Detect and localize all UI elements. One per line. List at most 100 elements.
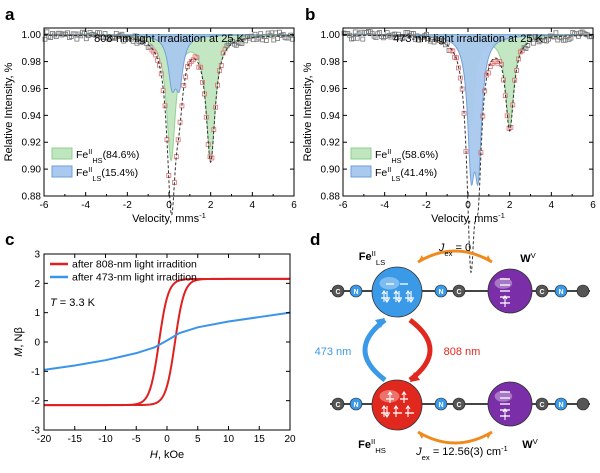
chain-atom [434, 397, 448, 411]
data-point [119, 31, 125, 37]
data-point [275, 36, 280, 41]
y-tick-label: 0.92 [22, 138, 42, 149]
chain-atom-label: C [539, 402, 544, 409]
x-axis-label-part: -1 [199, 211, 206, 220]
legend-label-ls: FeIILS(15.4%) [76, 165, 138, 183]
data-point [44, 29, 50, 35]
spin-up-arrow [502, 408, 508, 420]
data-points [341, 29, 594, 156]
w-top-label-part: V [531, 251, 537, 260]
spin-down-arrow [384, 406, 390, 418]
chain-atom-label: N [558, 402, 563, 409]
spin-up-arrow [381, 290, 387, 302]
jex-top-label: Jex = 0 [438, 242, 471, 258]
legend-label-ls-part: Fe [76, 167, 88, 179]
data-point [213, 104, 219, 110]
series-473-line [43, 311, 291, 371]
spin-up-arrow [387, 391, 393, 403]
y-tick-label: 0.98 [321, 57, 341, 68]
fe-hs-label-part: Fe [358, 439, 371, 451]
data-point [411, 30, 416, 36]
chain-atom [331, 397, 345, 411]
y-tick-label: 0 [34, 338, 40, 349]
legend-label-1: after 473-nm light irradition [72, 272, 197, 284]
arrow-808-head [410, 372, 420, 382]
x-tick-label: 2 [208, 200, 214, 211]
data-point [239, 41, 245, 46]
data-point [198, 64, 204, 70]
y-tick-label: 0.96 [321, 84, 341, 95]
y-axis-label-part: M [13, 347, 25, 357]
data-point [354, 35, 360, 41]
chain-atom [434, 284, 448, 298]
chain-atom [554, 284, 568, 298]
fe-ls-label-part: LS [376, 258, 385, 267]
data-point [194, 55, 200, 61]
fe-hs-label-part: II [371, 437, 375, 446]
fe-hs-label-part: HS [375, 446, 386, 455]
chain-atom [331, 284, 345, 298]
y-tick-label: 0.98 [22, 57, 42, 68]
fe-ls-sphere [371, 266, 423, 318]
data-point [531, 40, 536, 46]
y-tick-label: 1.00 [321, 30, 341, 41]
fe-ls-sphere-highlight [379, 277, 400, 290]
panel-b: b -6 -4 -2 0 2 4 6 0.88 0.90 0.92 0.94 0.96 0.98 1.00 4… [302, 5, 596, 274]
spin-up-arrow [405, 405, 411, 417]
chain-atom [452, 284, 466, 298]
arrow-808-label: 808 nm [444, 346, 481, 358]
chain-atom-label: C [539, 289, 544, 296]
legend-label-ls-part: Fe [375, 167, 387, 179]
legend-label-ls-part: II [88, 165, 92, 174]
arrow-473-head [375, 318, 385, 328]
x-tick-label: -6 [40, 200, 49, 211]
spin-up-arrow [381, 405, 387, 417]
legend-label-0: after 808-nm light irradition [72, 259, 197, 271]
legend-label-hs-part: II [387, 147, 391, 156]
exchange-arc-head-left [418, 255, 424, 262]
chain-atom [535, 397, 549, 411]
data-points [42, 29, 295, 185]
chain-atom-label: C [456, 289, 461, 296]
x-axis-label: Velocity, mms-1 [132, 211, 206, 226]
fe-hs-label: FeIIHS [358, 437, 386, 455]
data-point [553, 30, 559, 36]
series-808-descending [44, 277, 290, 407]
panel-label-a: a [5, 5, 15, 24]
subspectrum-area-ls [342, 34, 594, 187]
x-tick-label: 15 [254, 434, 266, 445]
x-tick-label: -2 [123, 200, 132, 211]
x-axis-label-part: -1 [498, 211, 505, 220]
x-tick-label: 20 [284, 434, 296, 445]
data-point [360, 36, 366, 42]
y-tick-label: 0.92 [321, 138, 341, 149]
total-fit-line [43, 34, 295, 217]
jex-top-label-part: ex [444, 249, 452, 258]
chart-title: 473-nm light irradiation at 25 K [393, 33, 543, 45]
y-tick-label: 0.94 [321, 111, 341, 122]
jex-top-label-part: J [438, 242, 445, 254]
exchange-arc-head-right [486, 255, 492, 262]
x-axis-label: Velocity, mms-1 [431, 211, 505, 226]
legend-label-ls-part: II [387, 165, 391, 174]
x-tick-label: -10 [98, 434, 113, 445]
panel-label-d: d [310, 230, 320, 249]
exchange-arc-head-left [418, 432, 424, 439]
exchange-arc-head-right [486, 432, 492, 439]
fe-hs-sphere-body [371, 379, 423, 431]
fe-ls-label-part: Fe [359, 251, 372, 263]
y-tick-label: -3 [31, 426, 40, 437]
legend: FeIIHS(84.6%)FeIILS(15.4%) [51, 147, 139, 183]
w-bottom-sphere-highlight [494, 390, 513, 402]
chart-title: 808-nm light irradiation at 25 K [94, 33, 244, 45]
y-axis-label: Relative Intensity, % [3, 62, 15, 161]
w-bottom-label-part: V [533, 437, 539, 446]
jex-bottom-label-part: J [415, 446, 422, 458]
x-tick-label: 6 [291, 200, 297, 211]
x-axis-label-part: Velocity, mms [431, 213, 499, 225]
fe-ls-label: FeIILS [359, 249, 386, 267]
chain-atom-label: N [438, 402, 443, 409]
x-axis-label: H, kOe [150, 449, 184, 461]
w-top-sphere [487, 268, 533, 314]
